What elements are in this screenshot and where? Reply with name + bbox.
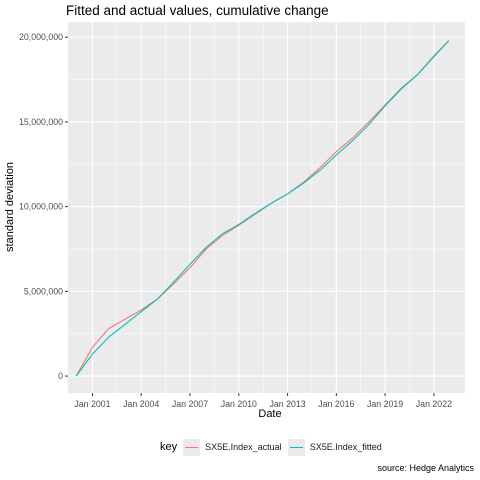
x-axis-title: Date <box>258 408 282 420</box>
x-tick-label: Jan 2001 <box>74 399 110 409</box>
legend-swatch-actual <box>185 446 199 448</box>
legend-key-actual <box>183 438 201 456</box>
x-tick-label: Jan 2019 <box>367 399 403 409</box>
legend: key SX5E.Index_actual SX5E.Index_fitted <box>160 438 388 456</box>
x-tick-label: Jan 2004 <box>123 399 159 409</box>
y-tick-label: 0 <box>58 371 63 381</box>
x-tick-label: Jan 2013 <box>269 399 305 409</box>
axis-layer: 0 5,000,000 10,000,000 15,000,000 20,000,000… <box>19 32 452 409</box>
grid-layer <box>68 22 465 393</box>
y-tick-label: 15,000,000 <box>19 117 63 127</box>
legend-label-fitted: SX5E.Index_fitted <box>309 442 382 452</box>
y-tick-label: 10,000,000 <box>19 202 63 212</box>
legend-label-actual: SX5E.Index_actual <box>205 442 282 452</box>
series-line-fitted <box>75 40 450 377</box>
chart-title: Fitted and actual values, cumulative cha… <box>66 3 329 18</box>
x-tick-label: Jan 2007 <box>172 399 208 409</box>
series-layer <box>75 40 450 377</box>
x-tick-label: Jan 2022 <box>416 399 452 409</box>
x-tick-label: Jan 2010 <box>221 399 257 409</box>
legend-key-fitted <box>287 438 305 456</box>
legend-swatch-fitted <box>289 446 303 448</box>
y-axis-title: standard deviation <box>4 162 16 252</box>
legend-item-fitted: SX5E.Index_fitted <box>287 438 382 456</box>
x-tick-label: Jan 2016 <box>318 399 354 409</box>
y-tick-label: 5,000,000 <box>24 286 63 296</box>
y-tick-label: 20,000,000 <box>19 32 63 42</box>
legend-item-actual: SX5E.Index_actual <box>183 438 282 456</box>
plot-panel <box>68 22 465 393</box>
chart-caption: source: Hedge Analytics <box>377 463 474 473</box>
legend-title: key <box>160 441 178 453</box>
